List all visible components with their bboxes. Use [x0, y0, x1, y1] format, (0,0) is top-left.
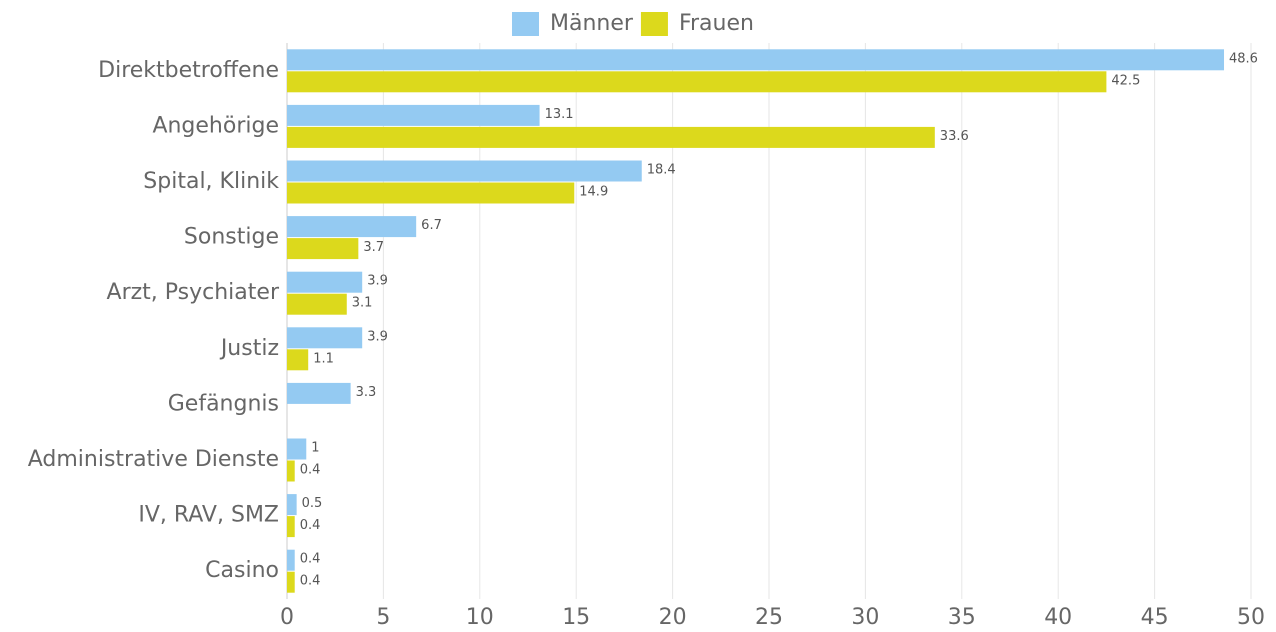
category-label: Spital, Klinik [143, 169, 279, 194]
value-label: 1.1 [313, 351, 334, 366]
category-label: Arzt, Psychiater [107, 280, 280, 305]
value-label: 1 [311, 441, 319, 456]
bar [287, 549, 295, 571]
value-label: 6.7 [421, 218, 442, 233]
x-tick-label: 0 [280, 605, 294, 630]
bar [287, 49, 1225, 71]
bar [287, 571, 295, 593]
category-label: Casino [205, 558, 279, 583]
bar [287, 238, 359, 260]
value-label: 48.6 [1229, 51, 1258, 66]
bar [287, 460, 295, 482]
bar [287, 126, 935, 148]
value-label: 3.7 [363, 240, 384, 255]
x-tick-label: 25 [755, 605, 783, 630]
legend-swatch [640, 12, 668, 36]
x-tick-label: 5 [376, 605, 390, 630]
value-label: 0.4 [300, 552, 321, 567]
x-tick-label: 20 [659, 605, 687, 630]
category-label: Direktbetroffene [98, 58, 279, 83]
x-tick-label: 40 [1044, 605, 1072, 630]
bar [287, 494, 297, 516]
category-label: Administrative Dienste [28, 447, 279, 472]
bar [287, 293, 347, 315]
x-tick-label: 10 [466, 605, 494, 630]
value-label: 0.4 [300, 463, 321, 478]
bar [287, 327, 363, 349]
legend-swatch [512, 12, 539, 36]
category-label: Justiz [219, 336, 279, 361]
x-tick-label: 30 [851, 605, 879, 630]
value-label: 18.4 [647, 163, 676, 178]
bar [287, 438, 307, 460]
category-label: IV, RAV, SMZ [138, 503, 279, 528]
bar [287, 271, 363, 293]
bar [287, 349, 309, 371]
value-label: 33.6 [940, 129, 969, 144]
bar [287, 382, 351, 404]
value-label: 0.4 [300, 574, 321, 589]
value-label: 3.3 [356, 385, 377, 400]
category-label: Angehörige [152, 113, 279, 138]
x-tick-label: 50 [1237, 605, 1265, 630]
value-label: 0.5 [302, 496, 323, 511]
bar [287, 516, 295, 538]
x-tick-label: 45 [1141, 605, 1169, 630]
bar [287, 160, 642, 182]
legend-label: Frauen [679, 11, 754, 36]
value-label: 3.9 [367, 329, 388, 344]
bar [287, 104, 540, 126]
bar [287, 216, 417, 238]
value-label: 14.9 [579, 185, 608, 200]
legend-label: Männer [550, 11, 634, 36]
category-label: Gefängnis [168, 391, 279, 416]
x-tick-label: 35 [948, 605, 976, 630]
x-tick-label: 15 [562, 605, 590, 630]
value-label: 3.9 [367, 274, 388, 289]
category-label: Sonstige [184, 225, 279, 250]
value-label: 13.1 [545, 107, 574, 122]
bar [287, 182, 575, 204]
value-label: 0.4 [300, 518, 321, 533]
value-label: 3.1 [352, 296, 373, 311]
bar [287, 71, 1107, 93]
value-label: 42.5 [1111, 73, 1140, 88]
